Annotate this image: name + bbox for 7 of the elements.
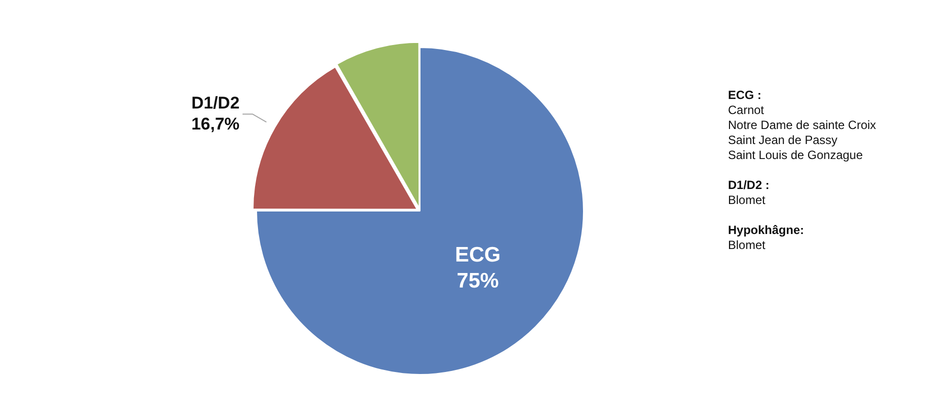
text: Hypokhâgne: Blomet [728, 223, 806, 253]
slice-label: ECG [455, 244, 501, 267]
text: D1/D2 : Blomet [728, 178, 770, 208]
text: ECG : Carnot Notre Dame de sainte Croix Saint Jean de Passy Saint Louis de Gonzague [728, 88, 876, 163]
slice-label: D1/D2 [191, 93, 240, 112]
data-label: 75% [456, 270, 500, 293]
data-label: 16,7% [191, 114, 240, 134]
